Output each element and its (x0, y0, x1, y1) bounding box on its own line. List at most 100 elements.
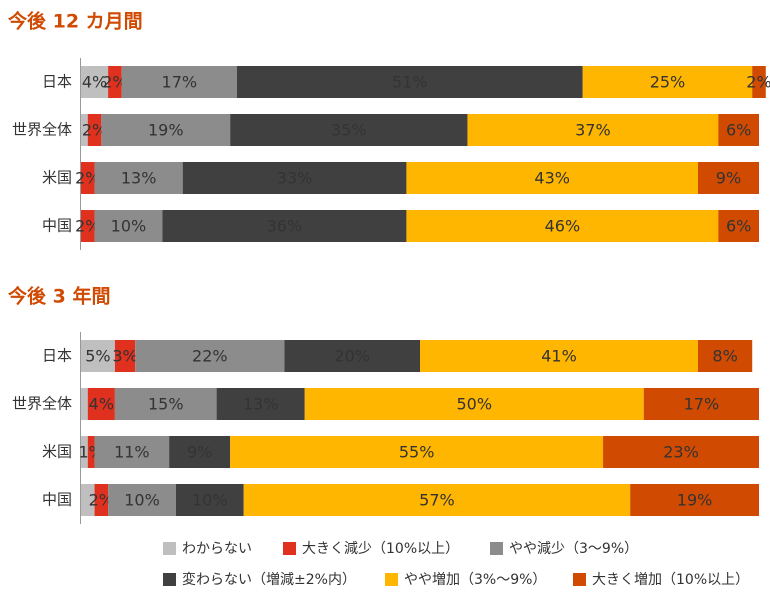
bar-segment (101, 114, 231, 146)
value-label: 4% (82, 73, 107, 92)
value-label: 35% (331, 121, 367, 140)
bar-segment (230, 436, 604, 468)
value-label: 9% (716, 169, 741, 188)
bar-segment (121, 66, 237, 98)
value-label: 10% (192, 491, 228, 510)
value-label: 11% (114, 443, 150, 462)
legend-swatch (283, 542, 296, 555)
value-label: 6% (726, 121, 751, 140)
value-label: 13% (121, 169, 157, 188)
value-label: 43% (534, 169, 570, 188)
bar-segment (81, 114, 88, 146)
legend-swatch (490, 542, 503, 555)
bar-segment (236, 66, 583, 98)
chart-title: 今後 3 年間 (7, 285, 110, 308)
value-label: 17% (684, 395, 720, 414)
value-label: 19% (677, 491, 713, 510)
value-label: 41% (541, 347, 577, 366)
bar-segment (108, 66, 122, 98)
bar-segment (243, 484, 631, 516)
value-label: 2% (746, 73, 770, 92)
bar-segment (230, 114, 468, 146)
bar-segment (582, 66, 753, 98)
bar-segment (87, 388, 115, 420)
bar-segment (175, 484, 244, 516)
legend-label: やや増加（3%～9%） (404, 572, 546, 588)
bar-segment (81, 388, 88, 420)
value-label: 51% (392, 73, 428, 92)
bar-segment (87, 436, 95, 468)
bar-segment (114, 388, 217, 420)
bar-segment (81, 484, 95, 516)
value-label: 55% (399, 443, 435, 462)
value-label: 5% (85, 347, 110, 366)
bar-segment (87, 114, 102, 146)
value-label: 10% (111, 217, 147, 236)
value-label: 2% (75, 169, 100, 188)
chart-title: 今後 12 カ月間 (7, 10, 143, 33)
value-label: 15% (148, 395, 184, 414)
bar-segment (81, 210, 95, 242)
value-label: 2% (82, 121, 107, 140)
bar-segment (81, 340, 115, 372)
value-label: 25% (650, 73, 686, 92)
bar-segment (81, 162, 95, 194)
legend-label: 変わらない（増減±2%内） (182, 571, 356, 588)
value-label: 19% (148, 121, 184, 140)
bar-segment (216, 388, 305, 420)
bar-segment (81, 66, 109, 98)
bar-segment (284, 340, 420, 372)
bar-segment (718, 114, 759, 146)
bar-segment (406, 162, 698, 194)
bar-segment (718, 210, 759, 242)
bar-segment (603, 436, 759, 468)
bar-segment (94, 436, 170, 468)
legend-label: 大きく増加（10%以上） (592, 572, 749, 588)
category-label: 中国 (42, 491, 72, 509)
bar-segment (467, 114, 719, 146)
bar-segment (162, 210, 407, 242)
bar-segment (94, 210, 163, 242)
value-label: 3% (112, 347, 137, 366)
category-label: 世界全体 (12, 121, 72, 139)
bar-segment (182, 162, 407, 194)
value-label: 37% (575, 121, 611, 140)
value-label: 2% (102, 73, 127, 92)
bar-segment (752, 66, 766, 98)
category-label: 世界全体 (12, 395, 72, 413)
value-label: 9% (187, 443, 212, 462)
value-label: 8% (712, 347, 737, 366)
value-label: 17% (162, 73, 198, 92)
legend-swatch (573, 573, 586, 586)
bar-segment (304, 388, 644, 420)
bar-segment (94, 162, 183, 194)
bar-segment (94, 484, 109, 516)
value-label: 36% (267, 217, 303, 236)
bar-segment (169, 436, 231, 468)
legend-swatch (163, 573, 176, 586)
value-label: 4% (89, 395, 114, 414)
legend-label: わからない (182, 541, 252, 557)
category-label: 米国 (42, 443, 72, 461)
value-label: 23% (663, 443, 699, 462)
value-label: 13% (243, 395, 279, 414)
legend-label: やや減少（3～9%） (509, 540, 638, 557)
legend-swatch (385, 573, 398, 586)
bar-segment (406, 210, 719, 242)
bar-segment (643, 388, 759, 420)
bar-segment (81, 436, 88, 468)
bar-segment (114, 340, 136, 372)
bar-segment (697, 340, 753, 372)
value-label: 20% (334, 347, 370, 366)
category-label: 米国 (42, 169, 72, 187)
value-label: 2% (75, 217, 100, 236)
value-label: 2% (89, 491, 114, 510)
bar-segment (630, 484, 759, 516)
value-label: 33% (277, 169, 313, 188)
bar-segment (420, 340, 698, 372)
legend-label: 大きく減少（10%以上） (302, 540, 459, 557)
value-label: 22% (192, 347, 228, 366)
bar-segment (135, 340, 285, 372)
value-label: 46% (545, 217, 581, 236)
